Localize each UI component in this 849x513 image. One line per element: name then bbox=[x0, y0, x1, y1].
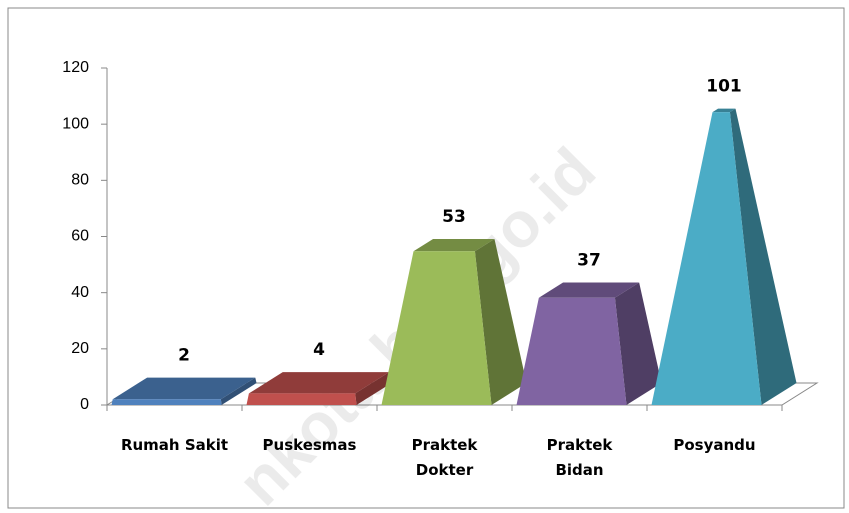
data-label: 4 bbox=[313, 340, 325, 360]
bar-side bbox=[474, 239, 527, 405]
bar bbox=[381, 251, 492, 405]
y-tick-label: 20 bbox=[71, 340, 89, 357]
bar-side bbox=[729, 108, 797, 405]
bar-top bbox=[712, 108, 736, 113]
bar-top bbox=[413, 239, 495, 252]
bar bbox=[651, 112, 762, 405]
data-label: 53 bbox=[442, 207, 466, 227]
y-tick-label: 120 bbox=[62, 59, 89, 76]
x-tick-label: Praktek Bidan bbox=[546, 436, 613, 479]
bar-side bbox=[220, 377, 257, 405]
bar-side bbox=[614, 282, 662, 405]
y-tick-label: 60 bbox=[71, 228, 89, 245]
y-tick-label: 40 bbox=[71, 284, 89, 301]
bar bbox=[111, 399, 222, 405]
x-tick-label: Rumah Sakit bbox=[120, 436, 229, 454]
bar-top bbox=[538, 282, 640, 298]
data-label: 37 bbox=[577, 250, 601, 270]
x-tick-label: Posyandu bbox=[673, 436, 756, 454]
x-tick-label: Praktek Dokter bbox=[411, 436, 478, 479]
x-tick-label: Puskesmas bbox=[262, 436, 357, 454]
y-tick-label: 80 bbox=[71, 172, 89, 189]
bar bbox=[246, 393, 357, 405]
data-label: 2 bbox=[178, 346, 190, 366]
bar-side bbox=[355, 372, 392, 405]
bar bbox=[516, 297, 627, 405]
bar-top bbox=[248, 372, 390, 394]
y-tick-label: 100 bbox=[62, 115, 89, 132]
y-tick-label: 0 bbox=[80, 396, 89, 413]
data-label: 101 bbox=[706, 77, 742, 97]
bar-top bbox=[112, 377, 256, 400]
